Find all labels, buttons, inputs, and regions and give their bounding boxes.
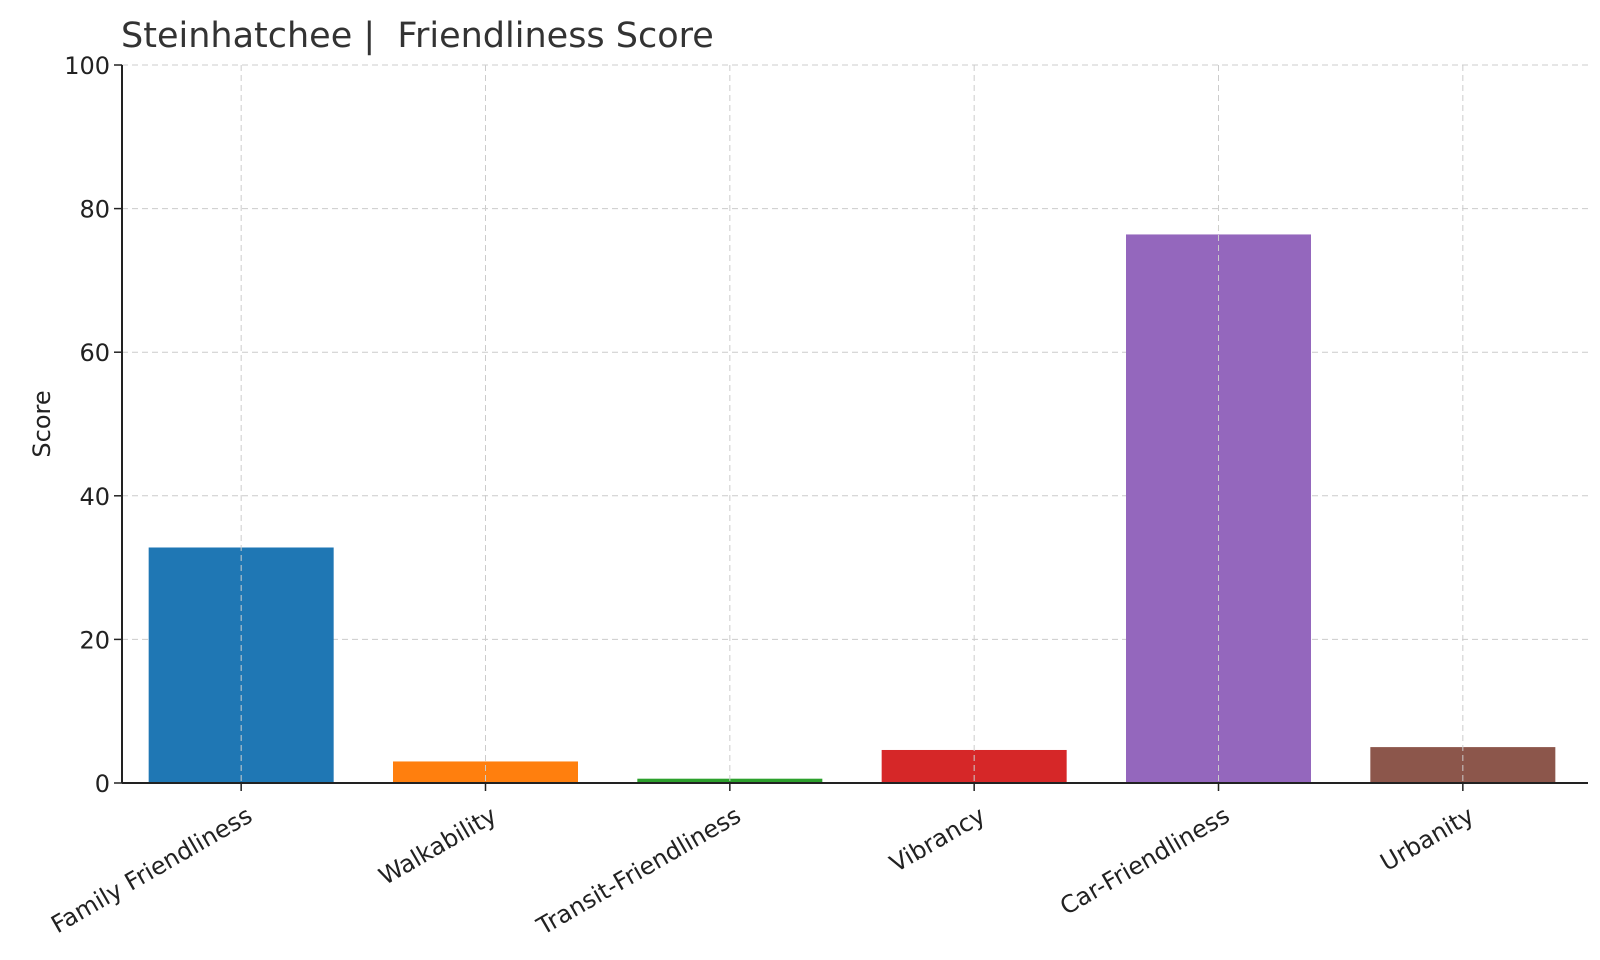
bar [393,761,578,783]
x-tick-label: Vibrancy [885,801,990,878]
axes [121,65,1588,784]
chart-title: Steinhatchee | Friendliness Score [121,16,714,56]
bars [148,234,1556,783]
y-tick-label: 60 [79,339,110,367]
y-ticks: 0 20 40 60 80 100 [64,52,122,798]
x-tick-label: Walkability [374,801,501,891]
x-tick-label: Family Friendliness [46,801,257,939]
y-tick-label: 20 [79,626,110,654]
y-axis-label: Score [28,390,56,457]
y-tick-label: 80 [79,196,110,224]
x-tick-label: Car-Friendliness [1055,801,1234,921]
x-tick-label: Urbanity [1376,801,1479,877]
y-tick-label: 100 [64,52,110,80]
x-ticks: Family Friendliness Walkability Transit-Fr… [46,783,1479,941]
x-tick-label: Transit-Friendliness [531,801,745,941]
y-tick-label: 0 [95,770,110,798]
y-tick-label: 40 [79,483,110,511]
grid-lines [122,64,1588,640]
